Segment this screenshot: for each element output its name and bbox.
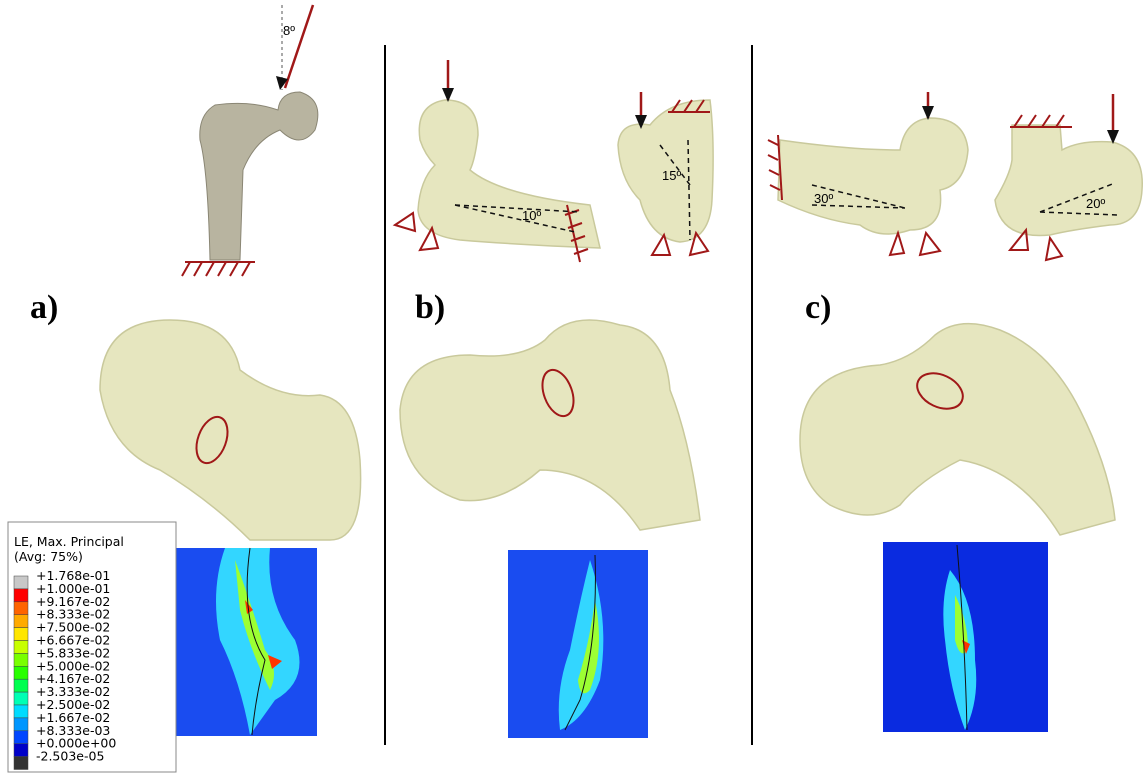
femur-a-top: 8º (182, 5, 318, 276)
legend-swatch (14, 731, 28, 744)
legend-entry: -2.503e-05 (36, 749, 104, 764)
femur-b-closeup (400, 320, 700, 530)
legend-swatch (14, 718, 28, 731)
legend-title: LE, Max. Principal (14, 534, 124, 549)
femur-b-top: 10º 15º (395, 60, 713, 262)
legend-swatch (14, 653, 28, 666)
angle-label: 8º (283, 23, 295, 38)
legend-swatch (14, 757, 28, 770)
panel-label: b) (415, 289, 445, 326)
femur-c-top: 30º 20º (768, 92, 1142, 260)
legend-subtitle: (Avg: 75%) (14, 549, 83, 564)
contour-b (508, 550, 648, 738)
legend-swatch (14, 641, 28, 654)
angle-label: 30º (814, 191, 833, 206)
angle-label: 20º (1086, 196, 1105, 211)
figure: 8º a) 10º 15º b) 30º 20º c) (0, 0, 1147, 774)
legend-swatch (14, 615, 28, 628)
legend: LE, Max. Principal (Avg: 75%) +1.768e-01… (8, 522, 176, 772)
angle-label: 10º (522, 208, 541, 223)
legend-swatch (14, 679, 28, 692)
legend-swatch (14, 692, 28, 705)
legend-swatch (14, 628, 28, 641)
femur-a-closeup (100, 320, 361, 540)
contour-a (175, 548, 317, 736)
legend-swatch (14, 589, 28, 602)
panel-label: a) (30, 289, 58, 326)
angle-label: 15º (662, 168, 681, 183)
panel-label: c) (805, 289, 831, 326)
femur-c-closeup (800, 324, 1115, 535)
legend-swatch (14, 705, 28, 718)
legend-swatch (14, 602, 28, 615)
legend-swatch (14, 744, 28, 757)
contour-c (883, 542, 1048, 732)
legend-swatch (14, 666, 28, 679)
legend-swatch (14, 576, 28, 589)
